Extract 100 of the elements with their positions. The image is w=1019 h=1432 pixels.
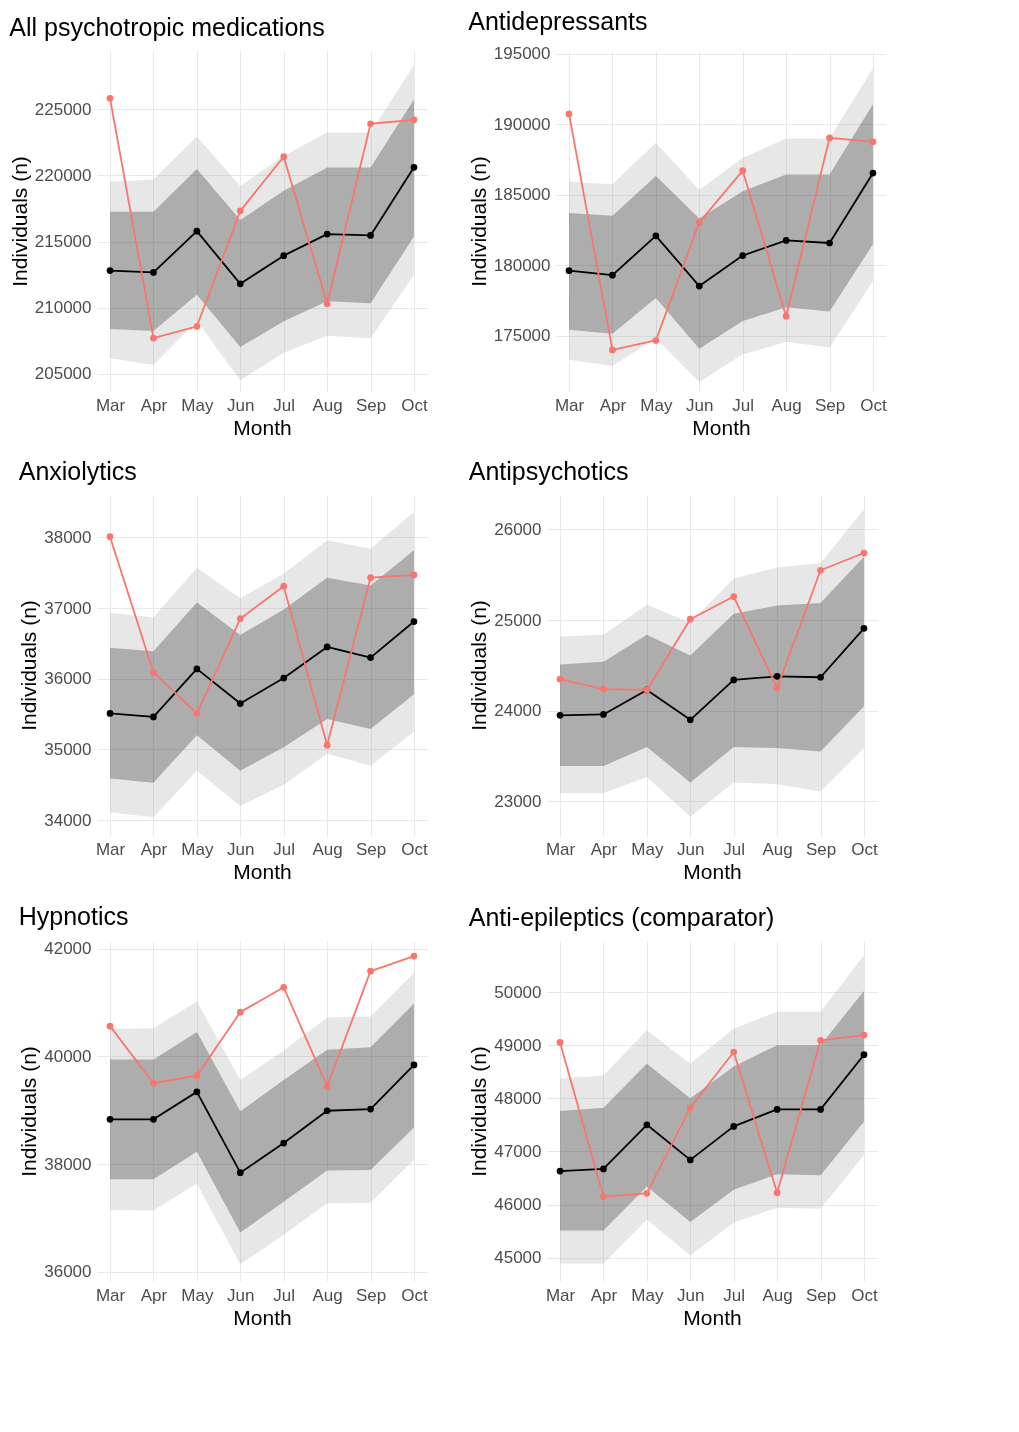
x-tick-label: Jun xyxy=(227,395,255,415)
x-tick-label: Sep xyxy=(814,395,846,415)
x-axis-title: Month xyxy=(683,859,742,883)
x-tick-label: Jun xyxy=(677,839,705,859)
y-tick-label: 195000 xyxy=(493,44,551,64)
x-tick-label: Mar xyxy=(545,1285,576,1305)
x-tick-label: Jun xyxy=(686,395,714,415)
point xyxy=(367,574,374,582)
point xyxy=(323,230,331,238)
point xyxy=(193,322,201,330)
point xyxy=(106,267,114,274)
point xyxy=(236,615,244,623)
x-axis-title: Month xyxy=(233,1305,292,1329)
x-tick-label: Mar xyxy=(95,395,126,415)
point xyxy=(860,624,868,632)
y-tick-label: 25000 xyxy=(494,610,542,630)
point xyxy=(686,615,694,623)
point xyxy=(410,618,418,625)
x-tick-label: Jul xyxy=(273,839,296,859)
x-tick-label: May xyxy=(181,839,214,859)
point xyxy=(609,346,616,354)
x-tick-label: Aug xyxy=(762,839,793,859)
y-tick-label: 185000 xyxy=(493,185,551,205)
point xyxy=(323,1083,331,1090)
point xyxy=(686,1156,694,1164)
point xyxy=(600,1193,607,1200)
x-tick-label: Sep xyxy=(355,1285,387,1305)
x-tick-label: Mar xyxy=(95,839,126,859)
point xyxy=(150,669,157,676)
point xyxy=(193,665,201,673)
point xyxy=(280,153,288,161)
x-tick-label: Jun xyxy=(227,839,255,859)
y-tick-label: 50000 xyxy=(494,982,542,1002)
point xyxy=(782,312,790,320)
x-tick-label: Apr xyxy=(590,839,618,859)
y-axis-title: Individuals (n) xyxy=(17,1046,41,1177)
x-tick-label: Oct xyxy=(401,1285,428,1305)
x-tick-label: Sep xyxy=(805,839,837,859)
point xyxy=(106,1022,114,1030)
point xyxy=(695,282,703,290)
point xyxy=(367,1105,374,1113)
x-axis-title: Month xyxy=(233,415,292,439)
x-tick-label: Jul xyxy=(273,1285,296,1305)
point xyxy=(817,566,824,574)
point xyxy=(323,300,331,308)
x-tick-label: Jul xyxy=(732,395,755,415)
point xyxy=(686,1104,694,1112)
point xyxy=(280,1139,288,1147)
point xyxy=(695,219,703,226)
x-tick-label: Sep xyxy=(355,395,387,415)
y-axis-title: Individuals (n) xyxy=(7,156,31,287)
chart-title: All psychotropic medications xyxy=(9,13,325,41)
x-tick-label: Oct xyxy=(851,839,878,859)
point xyxy=(609,271,616,279)
x-tick-label: Jun xyxy=(677,1285,705,1305)
point xyxy=(739,252,747,259)
y-tick-label: 23000 xyxy=(494,791,542,811)
point xyxy=(193,1072,201,1080)
point xyxy=(280,252,288,260)
point xyxy=(600,685,607,693)
y-tick-label: 225000 xyxy=(34,99,92,119)
y-tick-label: 48000 xyxy=(494,1088,542,1108)
point xyxy=(323,1107,331,1115)
point xyxy=(652,337,660,344)
y-tick-label: 36000 xyxy=(44,1262,92,1282)
x-tick-label: Mar xyxy=(545,839,576,859)
point xyxy=(869,138,877,146)
point xyxy=(600,1165,607,1173)
point xyxy=(826,134,833,142)
point xyxy=(150,1079,157,1087)
x-tick-label: Aug xyxy=(771,395,802,415)
x-axis-title: Month xyxy=(683,1305,742,1329)
x-tick-label: May xyxy=(640,395,673,415)
point xyxy=(367,120,374,128)
point xyxy=(556,711,564,719)
point xyxy=(323,643,331,651)
point xyxy=(236,280,244,288)
point xyxy=(150,1116,157,1123)
point xyxy=(410,571,418,579)
y-tick-label: 37000 xyxy=(44,598,92,618)
x-tick-label: Apr xyxy=(140,395,168,415)
x-tick-label: Oct xyxy=(860,395,887,415)
x-tick-label: Sep xyxy=(805,1285,837,1305)
chart-title: Antidepressants xyxy=(468,6,648,35)
y-axis-title: Individuals (n) xyxy=(466,156,490,287)
point xyxy=(410,163,418,171)
x-tick-label: May xyxy=(181,395,214,415)
x-tick-label: Apr xyxy=(599,395,627,415)
point xyxy=(773,672,781,680)
point xyxy=(565,267,573,275)
x-tick-label: Aug xyxy=(312,1285,343,1305)
y-tick-label: 47000 xyxy=(494,1141,542,1161)
chart-title: Anti-epileptics (comparator) xyxy=(468,903,775,931)
point xyxy=(236,1169,244,1177)
point xyxy=(410,952,418,960)
y-tick-label: 215000 xyxy=(34,232,92,252)
point xyxy=(600,711,607,718)
point xyxy=(817,1037,824,1044)
point xyxy=(193,710,201,717)
point xyxy=(410,1061,418,1069)
